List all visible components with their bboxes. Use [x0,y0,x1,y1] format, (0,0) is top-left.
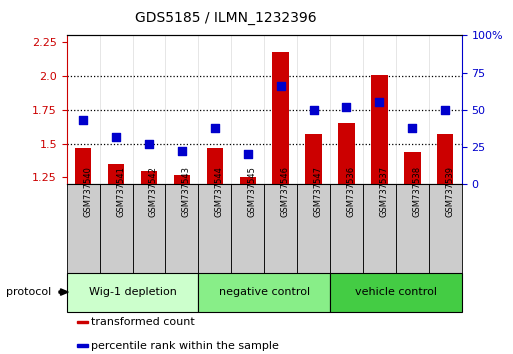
Text: protocol: protocol [6,287,51,297]
FancyBboxPatch shape [67,273,199,312]
Text: Wig-1 depletion: Wig-1 depletion [89,287,176,297]
Bar [207,148,223,184]
Text: vehicle control: vehicle control [355,287,437,297]
Text: GSM737537: GSM737537 [380,166,388,217]
FancyBboxPatch shape [199,273,330,312]
Text: GDS5185 / ILMN_1232396: GDS5185 / ILMN_1232396 [135,11,317,25]
Bar [305,134,322,184]
FancyBboxPatch shape [67,184,100,273]
Point [79,117,87,123]
Point [441,107,449,113]
Point [244,152,252,157]
Point [342,104,350,110]
FancyBboxPatch shape [264,184,297,273]
Point [211,125,219,130]
FancyBboxPatch shape [396,184,429,273]
Bar [174,175,190,184]
FancyBboxPatch shape [297,184,330,273]
Bar [75,148,91,184]
Text: transformed count: transformed count [91,317,194,327]
Point [408,125,417,130]
FancyBboxPatch shape [199,184,231,273]
Text: GSM737545: GSM737545 [248,166,256,217]
FancyBboxPatch shape [100,184,132,273]
Text: percentile rank within the sample: percentile rank within the sample [91,341,279,350]
FancyBboxPatch shape [132,184,165,273]
Bar [77,344,88,347]
Bar [272,52,289,184]
FancyBboxPatch shape [231,184,264,273]
Bar [371,75,388,184]
Text: GSM737546: GSM737546 [281,166,290,217]
Point [145,141,153,147]
FancyBboxPatch shape [429,184,462,273]
FancyBboxPatch shape [330,273,462,312]
Text: GSM737539: GSM737539 [445,166,454,217]
Bar [108,164,124,184]
Text: negative control: negative control [219,287,310,297]
Point [178,149,186,154]
Text: GSM737543: GSM737543 [182,166,191,217]
Point [277,83,285,89]
Bar [77,321,88,323]
FancyBboxPatch shape [330,184,363,273]
Text: GSM737540: GSM737540 [83,166,92,217]
Text: GSM737536: GSM737536 [346,166,356,217]
Point [309,107,318,113]
Text: GSM737538: GSM737538 [412,166,421,217]
Bar [437,134,453,184]
Text: GSM737544: GSM737544 [215,166,224,217]
Text: GSM737541: GSM737541 [116,166,125,217]
Point [112,134,120,139]
Point [376,99,384,105]
Text: GSM737542: GSM737542 [149,166,158,217]
Bar [404,152,421,184]
Bar [141,171,157,184]
FancyBboxPatch shape [363,184,396,273]
Text: GSM737547: GSM737547 [313,166,323,217]
FancyBboxPatch shape [165,184,199,273]
Bar [240,177,256,184]
Bar [338,123,354,184]
